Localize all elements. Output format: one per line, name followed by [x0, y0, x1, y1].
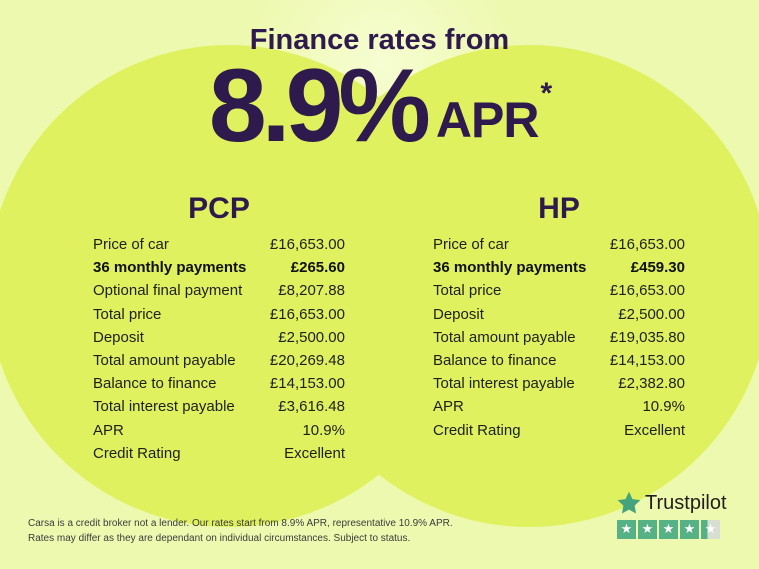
hp-table: Price of car £16,653.00 36 monthly payment… [433, 233, 685, 442]
row-label: Total amount payable [433, 328, 576, 346]
row-value: £2,500.00 [618, 305, 685, 323]
rate-suffix: APR [435, 92, 540, 148]
rating-star-box: ★ [701, 520, 720, 539]
table-row: Credit Rating Excellent [433, 419, 685, 442]
table-row: Credit Rating Excellent [93, 442, 345, 465]
row-value: £16,653.00 [609, 236, 685, 254]
row-value: £20,269.48 [269, 352, 345, 370]
row-label: Price of car [93, 236, 169, 254]
row-value: Excellent [284, 444, 345, 462]
row-value: £2,382.80 [618, 375, 685, 393]
row-label: Total price [93, 305, 162, 323]
star-icon: ★ [704, 522, 717, 537]
trustpilot-widget[interactable]: Trustpilot ★ ★ ★ ★ ★ [617, 491, 727, 539]
row-label: Total price [433, 282, 502, 300]
row-value: £2,500.00 [278, 328, 345, 346]
table-row: 36 monthly payments £265.60 [93, 256, 345, 279]
table-row: Deposit £2,500.00 [93, 326, 345, 349]
row-label: Credit Rating [433, 421, 521, 439]
table-row: Total price £16,653.00 [93, 303, 345, 326]
row-label: Deposit [93, 328, 144, 346]
row-value: 10.9% [642, 398, 685, 416]
row-value: £19,035.80 [609, 328, 685, 346]
banner-title: Finance rates from [249, 24, 510, 56]
row-value: £3,616.48 [278, 398, 345, 416]
table-row: APR 10.9% [93, 419, 345, 442]
table-row: Price of car £16,653.00 [433, 233, 685, 256]
row-value: £16,653.00 [269, 236, 345, 254]
table-row: Balance to finance £14,153.00 [433, 349, 685, 372]
pcp-heading: PCP [188, 192, 250, 225]
rating-star-box: ★ [638, 520, 657, 539]
row-label: Credit Rating [93, 444, 181, 462]
pcp-table: Price of car £16,653.00 36 monthly payment… [93, 233, 345, 465]
row-label: Total interest payable [433, 375, 575, 393]
trustpilot-rating: ★ ★ ★ ★ ★ [617, 520, 727, 539]
trustpilot-star-icon [617, 491, 641, 514]
row-label: Deposit [433, 305, 484, 323]
row-label: APR [93, 421, 124, 439]
row-label: APR [433, 398, 464, 416]
rating-star-box: ★ [680, 520, 699, 539]
row-value: £16,653.00 [609, 282, 685, 300]
row-label: Total amount payable [93, 352, 236, 370]
row-value: 10.9% [302, 421, 345, 439]
row-label: Total interest payable [93, 398, 235, 416]
table-row: Balance to finance £14,153.00 [93, 372, 345, 395]
disclaimer: Carsa is a credit broker not a lender. O… [28, 517, 453, 546]
hp-heading: HP [538, 192, 580, 225]
row-label: Balance to finance [93, 375, 217, 393]
star-icon: ★ [662, 522, 675, 537]
table-row: APR 10.9% [433, 395, 685, 418]
table-row: Optional final payment £8,207.88 [93, 279, 345, 302]
rate-asterisk: * [540, 77, 553, 110]
row-value: £14,153.00 [269, 375, 345, 393]
row-value: £459.30 [630, 259, 685, 277]
star-icon: ★ [683, 522, 696, 537]
headline-rate: 8.9% APR * [0, 48, 759, 164]
table-row: Price of car £16,653.00 [93, 233, 345, 256]
star-icon: ★ [620, 522, 633, 537]
table-row: Total interest payable £3,616.48 [93, 395, 345, 418]
disclaimer-line-2: Rates may differ as they are dependant o… [28, 532, 411, 544]
row-label: Price of car [433, 236, 509, 254]
rating-star-box: ★ [617, 520, 636, 539]
right-circle-shape [288, 45, 759, 527]
table-row: Total price £16,653.00 [433, 279, 685, 302]
row-label: Optional final payment [93, 282, 243, 300]
disclaimer-line-1: Carsa is a credit broker not a lender. O… [28, 518, 453, 529]
row-value: £8,207.88 [278, 282, 345, 300]
row-label: Balance to finance [433, 352, 557, 370]
table-row: Total amount payable £20,269.48 [93, 349, 345, 372]
row-label: 36 monthly payments [433, 259, 587, 277]
table-row: Total amount payable £19,035.80 [433, 326, 685, 349]
star-icon: ★ [641, 522, 654, 537]
row-value: £14,153.00 [609, 352, 685, 370]
table-row: Deposit £2,500.00 [433, 303, 685, 326]
trustpilot-logo: Trustpilot [617, 491, 727, 515]
row-value: Excellent [624, 421, 685, 439]
table-row: 36 monthly payments £459.30 [433, 256, 685, 279]
table-row: Total interest payable £2,382.80 [433, 372, 685, 395]
trustpilot-brand-text: Trustpilot [645, 491, 727, 514]
row-value: £265.60 [290, 259, 345, 277]
row-value: £16,653.00 [269, 305, 345, 323]
row-label: 36 monthly payments [93, 259, 247, 277]
rate-value: 8.9% [208, 48, 431, 164]
rating-star-box: ★ [659, 520, 678, 539]
